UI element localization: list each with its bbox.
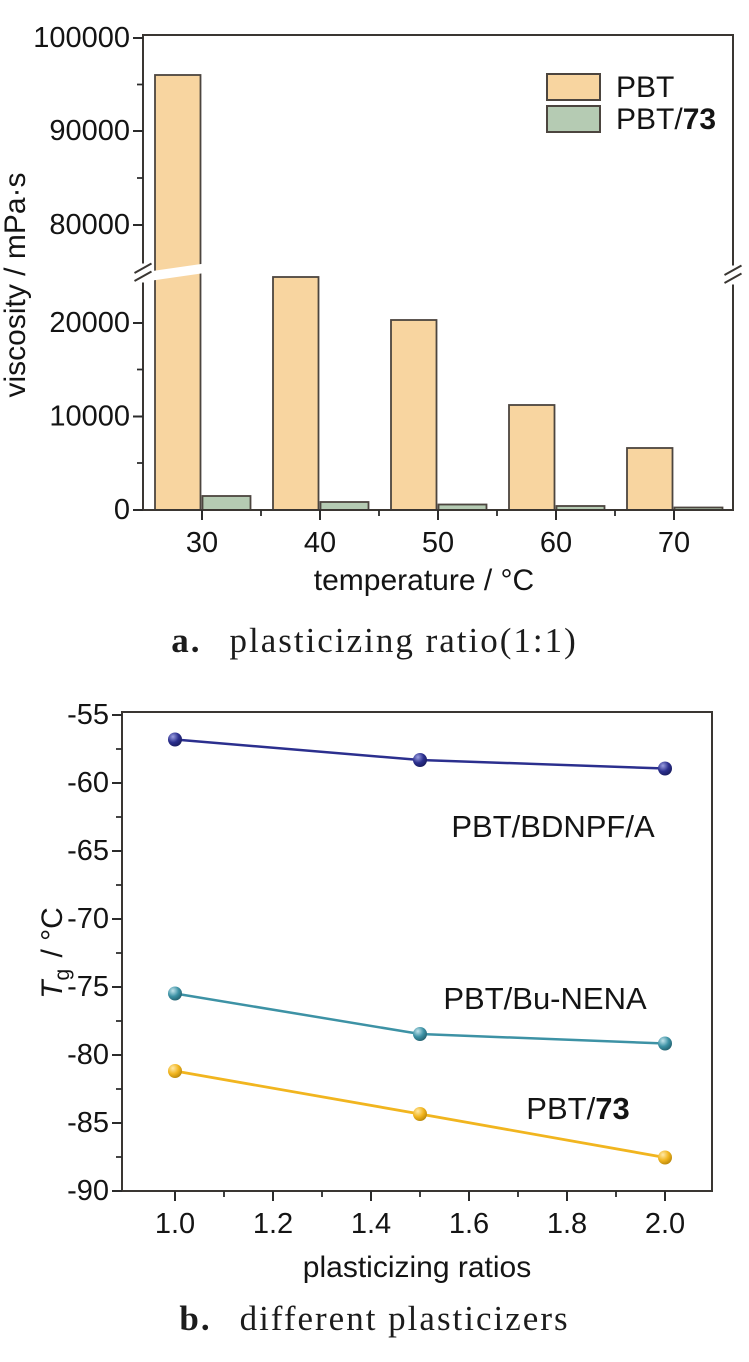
legend-label-pbt: PBT bbox=[616, 71, 674, 104]
legend-label-pbt73: PBT/73 bbox=[616, 103, 716, 136]
legend-swatch-pbt73 bbox=[546, 105, 601, 133]
markers-pbt-bdnpf bbox=[168, 732, 672, 776]
y-tick-0: 0 bbox=[114, 494, 130, 526]
y-axis-title-b: Tg / °C bbox=[36, 907, 74, 999]
caption-panel-b: b. different plasticizers bbox=[0, 1298, 749, 1340]
x-tick-labels-a: 30 40 50 60 70 bbox=[186, 527, 690, 559]
y-axis-break-right bbox=[724, 264, 742, 285]
x-axis-title-b: plasticizing ratios bbox=[303, 1251, 531, 1284]
caption-a-text: plasticizing ratio(1:1) bbox=[229, 621, 578, 660]
y-tick-labels-b: -55 -60 -65 -70 -75 -80 -85 -90 bbox=[67, 699, 109, 1207]
y-tick-20000: 20000 bbox=[49, 307, 130, 339]
series-labels-b: PBT/BDNPF/A PBT/Bu-NENA PBT/73 bbox=[443, 809, 655, 1126]
series-label-bdnpf: PBT/BDNPF/A bbox=[451, 809, 655, 844]
marker-pbt73-1 bbox=[168, 1064, 182, 1078]
marker-bunena-1 bbox=[168, 986, 182, 1001]
x-tick-1.2: 1.2 bbox=[253, 1208, 293, 1240]
legend-swatch-pbt bbox=[546, 73, 601, 101]
bar-series-pbt bbox=[154, 74, 674, 511]
y-minor-ticks-b bbox=[116, 748, 122, 1158]
bar-pbt-60 bbox=[508, 404, 556, 511]
x-major-ticks-a bbox=[201, 510, 675, 520]
y-tick-10000: 10000 bbox=[49, 401, 130, 433]
marker-bdnpf-1 bbox=[168, 732, 182, 747]
series-label-pbt73: PBT/73 bbox=[526, 1091, 629, 1126]
y-axis-break-left bbox=[134, 262, 152, 283]
marker-bunena-2 bbox=[413, 1027, 427, 1041]
bar-pbt-40 bbox=[272, 276, 320, 511]
y-tick--85: -85 bbox=[67, 1107, 109, 1139]
caption-b-label: b. bbox=[179, 1299, 212, 1338]
marker-pbt73-2 bbox=[413, 1107, 427, 1121]
x-tick-50: 50 bbox=[422, 527, 454, 559]
bar-pbt73-40 bbox=[319, 501, 370, 511]
marker-bunena-3 bbox=[658, 1036, 672, 1051]
bar-pbt73-30 bbox=[201, 495, 252, 511]
bar-pbt-30 bbox=[154, 74, 202, 511]
x-tick-40: 40 bbox=[304, 527, 336, 559]
x-tick-1.4: 1.4 bbox=[351, 1208, 391, 1240]
markers-pbt-bunena bbox=[168, 986, 672, 1051]
x-minor-ticks-b bbox=[223, 1191, 617, 1197]
y-tick--75: -75 bbox=[67, 971, 109, 1003]
y-tick-90000: 90000 bbox=[49, 115, 130, 147]
caption-panel-a: a. plasticizing ratio(1:1) bbox=[0, 620, 749, 662]
x-tick-70: 70 bbox=[658, 527, 690, 559]
x-tick-60: 60 bbox=[540, 527, 572, 559]
x-major-ticks-b bbox=[174, 1191, 666, 1201]
x-minor-ticks-a bbox=[260, 510, 616, 516]
y-tick-80000: 80000 bbox=[49, 209, 130, 241]
x-tick-1.0: 1.0 bbox=[155, 1208, 195, 1240]
y-tick--70: -70 bbox=[67, 903, 109, 935]
y-major-ticks-b bbox=[112, 714, 122, 1192]
y-tick--60: -60 bbox=[67, 767, 109, 799]
x-axis-title-a: temperature / °C bbox=[314, 564, 534, 597]
marker-bdnpf-2 bbox=[413, 753, 427, 767]
series-label-bunena: PBT/Bu-NENA bbox=[443, 981, 647, 1016]
y-tick--80: -80 bbox=[67, 1039, 109, 1071]
panel-b-chart: -55 -60 -65 -70 -75 -80 -85 -90 1.0 1.2 … bbox=[36, 699, 713, 1284]
y-tick-labels-a: 100000 90000 80000 20000 10000 0 bbox=[33, 22, 130, 526]
y-tick-100000: 100000 bbox=[33, 22, 130, 54]
bar-pbt-50 bbox=[390, 319, 438, 511]
marker-pbt73-3 bbox=[658, 1150, 672, 1165]
y-tick--65: -65 bbox=[67, 835, 109, 867]
caption-b-text: different plasticizers bbox=[239, 1299, 570, 1338]
caption-a-label: a. bbox=[171, 621, 202, 660]
x-tick-2.0: 2.0 bbox=[645, 1208, 685, 1240]
plot-border-b bbox=[121, 711, 713, 1192]
x-tick-30: 30 bbox=[186, 527, 218, 559]
bar-pbt-70 bbox=[626, 447, 674, 511]
legend-a: PBT PBT/73 bbox=[546, 71, 716, 136]
x-tick-1.8: 1.8 bbox=[547, 1208, 587, 1240]
y-tick--55: -55 bbox=[67, 699, 109, 731]
x-tick-1.6: 1.6 bbox=[449, 1208, 489, 1240]
y-minor-ticks-a bbox=[137, 83, 143, 464]
markers-pbt73 bbox=[168, 1064, 672, 1165]
y-major-ticks-a bbox=[133, 37, 143, 511]
marker-bdnpf-3 bbox=[658, 761, 672, 776]
panel-a-chart: 100000 90000 80000 20000 10000 0 30 40 5… bbox=[0, 22, 742, 597]
y-tick--90: -90 bbox=[67, 1175, 109, 1207]
x-tick-labels-b: 1.0 1.2 1.4 1.6 1.8 2.0 bbox=[155, 1208, 685, 1240]
y-axis-title-a: viscosity / mPa·s bbox=[0, 172, 32, 397]
axis-break-band bbox=[149, 263, 208, 281]
